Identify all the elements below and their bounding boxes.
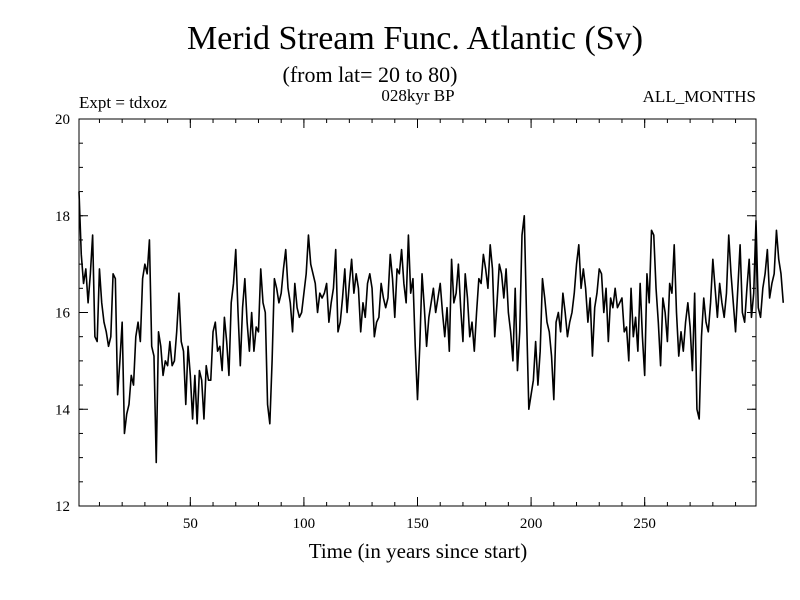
x-axis-label: Time (in years since start) [309,539,528,563]
y-tick-label: 16 [55,306,71,322]
period-label: 028kyr BP [381,86,454,105]
chart-subtitle: (from lat= 20 to 80) [283,62,458,87]
y-tick-label: 18 [55,209,70,225]
x-tick-label: 250 [633,516,656,532]
x-tick-label: 150 [406,516,429,532]
y-tick-label: 14 [55,402,71,418]
x-tick-label: 100 [293,516,316,532]
series-line [78,191,785,464]
x-tick-label: 50 [183,516,198,532]
plot-area: 50 100 150 200 250 12 14 16 18 20 [55,112,785,532]
y-tick-label: 20 [55,112,70,128]
x-tick-label: 200 [520,516,543,532]
months-label: ALL_MONTHS [643,87,756,106]
y-tick-label: 12 [55,499,70,515]
experiment-label: Expt = tdxoz [79,93,167,112]
chart-title: Merid Stream Func. Atlantic (Sv) [187,20,643,57]
